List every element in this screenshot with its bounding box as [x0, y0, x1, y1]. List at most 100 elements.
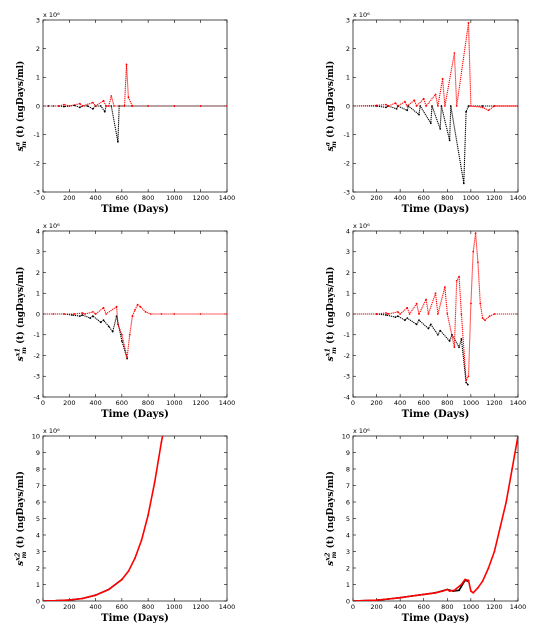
data-point: [121, 340, 123, 342]
data-point: [404, 100, 406, 103]
data-point: [55, 599, 57, 601]
data-point: [153, 481, 156, 484]
x-tick-label: 1000: [166, 399, 183, 407]
data-point: [441, 590, 444, 592]
y-tick-label: 0: [346, 310, 350, 318]
y-tick-label: 8: [36, 465, 40, 473]
data-point: [57, 105, 60, 107]
x-axis-label: Time (Days): [101, 409, 169, 420]
axis-multiplier: x 10⁶: [353, 427, 370, 435]
data-point: [89, 317, 92, 319]
y-tick-label: 10: [32, 432, 40, 440]
x-axis-label: Time (Days): [402, 409, 470, 420]
x-axis-label: Time (Days): [402, 613, 470, 624]
x-tick-label: 1400: [510, 603, 527, 611]
data-point: [121, 333, 123, 336]
data-point: [127, 96, 130, 99]
data-point: [422, 97, 425, 100]
y-tick-label: -2: [344, 160, 350, 168]
y-tick-label: 5: [346, 515, 350, 523]
chart-panel-5: 0 200 400 600 800 1000 1200 1400 0 1 2 3 4 5 6 7 8 9 10x 1…: [14, 427, 236, 624]
data-point: [375, 313, 378, 315]
data-point: [92, 108, 94, 110]
series-line-black: [353, 313, 469, 385]
y-tick-label: 3: [36, 248, 40, 256]
data-point: [499, 525, 502, 528]
x-tick-label: 1200: [192, 603, 209, 611]
data-point: [81, 105, 84, 107]
y-tick-label: 2: [36, 564, 40, 572]
chart-panel-6: 0 200 400 600 800 1000 1200 1400 0 1 2 3 4 5 6 7 8 9 10x 1…: [324, 427, 527, 624]
x-tick-label: 200: [63, 399, 75, 407]
data-point: [68, 599, 71, 601]
data-point: [78, 315, 81, 317]
data-point: [353, 600, 354, 601]
data-point: [517, 313, 518, 315]
data-point: [385, 314, 387, 316]
chart-panel-1: 0 200 400 600 800 1000 1200 1400 -3 -2 -1 0 1 2 3x 10⁶…: [14, 11, 236, 215]
data-point: [455, 105, 458, 107]
data-point: [134, 557, 136, 559]
data-point: [425, 298, 427, 301]
data-point: [136, 303, 139, 306]
data-point: [78, 102, 81, 105]
data-point: [472, 250, 475, 253]
data-point: [406, 109, 409, 112]
data-point: [43, 313, 44, 315]
y-tick-label: 1: [36, 581, 40, 589]
y-tick-label: 5: [36, 515, 40, 523]
data-point: [427, 327, 430, 330]
axis-multiplier: x 10⁶: [43, 427, 60, 435]
x-axis-label: Time (Days): [402, 204, 470, 215]
data-point: [418, 113, 420, 116]
data-point: [458, 589, 460, 592]
data-point: [387, 105, 390, 107]
data-point: [470, 105, 472, 107]
x-tick-label: 600: [116, 194, 128, 202]
data-point: [385, 106, 387, 109]
data-point: [406, 317, 409, 319]
data-point: [415, 323, 418, 326]
data-point: [472, 591, 475, 594]
y-tick-label: 8: [346, 465, 350, 473]
data-point: [160, 441, 163, 444]
x-tick-label: 1400: [219, 399, 236, 407]
data-point: [94, 594, 97, 597]
data-point: [422, 593, 425, 596]
x-tick-label: 600: [116, 399, 128, 407]
x-tick-label: 400: [394, 603, 406, 611]
data-point: [479, 302, 482, 305]
data-point: [439, 127, 442, 130]
y-tick-label: 4: [36, 531, 40, 539]
y-tick-label: 0: [36, 102, 40, 110]
data-point: [385, 103, 387, 106]
data-point: [425, 105, 427, 107]
data-point: [105, 313, 107, 315]
data-point: [419, 105, 422, 107]
data-point: [92, 311, 94, 313]
data-point: [474, 232, 477, 235]
data-point: [199, 313, 202, 315]
y-tick-label: -1: [344, 131, 350, 139]
chart-panel-4: 0 200 400 600 800 1000 1200 1400 -4 -3 -2 -1 0 1 2 3 4x …: [324, 222, 527, 420]
x-tick-label: 1200: [486, 399, 503, 407]
y-tick-label: 3: [346, 548, 350, 556]
data-point: [493, 550, 496, 553]
y-axis-label: sx1m (t) (ngDays/ml): [14, 267, 29, 362]
data-point: [460, 338, 463, 340]
y-tick-label: 3: [36, 16, 40, 24]
data-point: [52, 313, 55, 315]
data-point: [413, 99, 416, 102]
data-point: [117, 323, 119, 326]
data-point: [173, 313, 176, 315]
x-tick-label: 1200: [192, 399, 209, 407]
data-point: [99, 321, 102, 324]
data-point: [431, 105, 433, 107]
data-point: [199, 105, 202, 107]
data-point: [396, 315, 399, 317]
y-tick-label: 0: [36, 597, 40, 605]
data-point: [493, 313, 496, 315]
data-point: [487, 109, 490, 112]
y-tick-label: -2: [344, 352, 350, 360]
x-tick-label: 0: [41, 603, 45, 611]
